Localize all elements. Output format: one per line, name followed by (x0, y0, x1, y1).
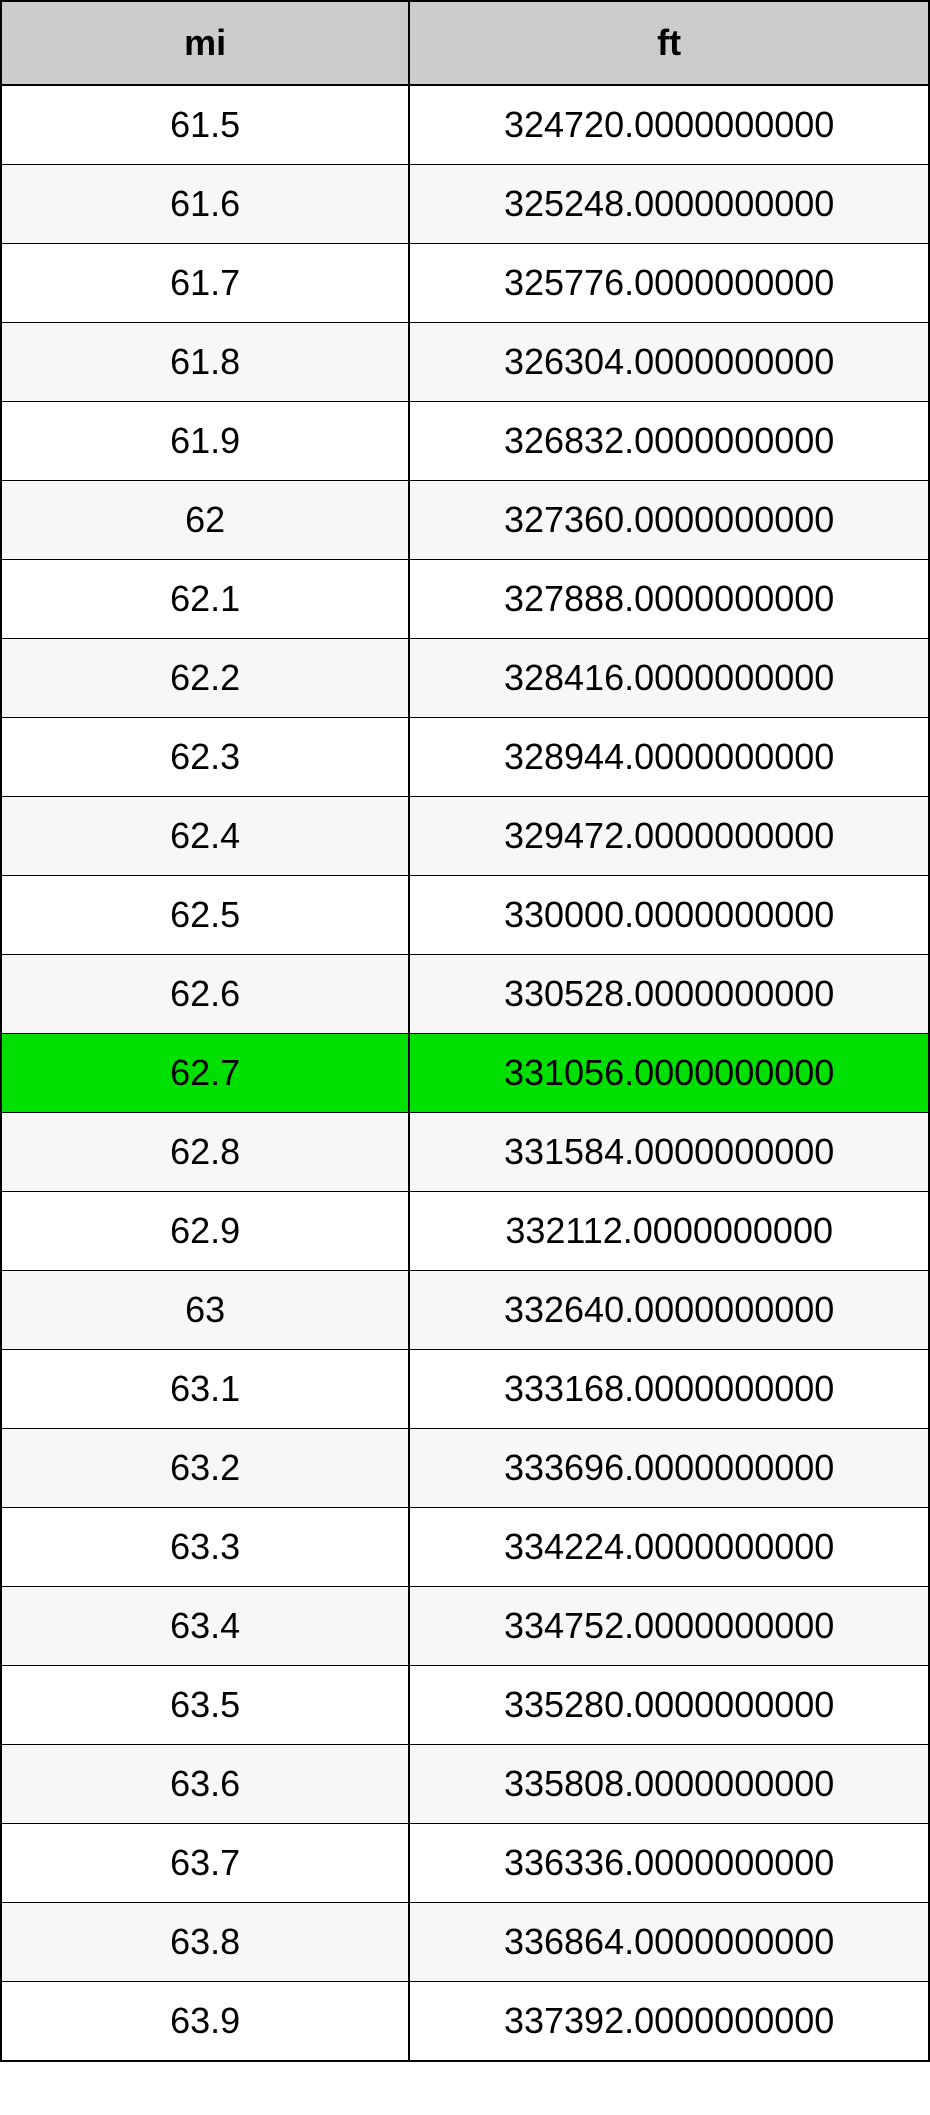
cell-ft: 334224.0000000000 (409, 1508, 929, 1587)
cell-ft: 330528.0000000000 (409, 955, 929, 1034)
cell-ft: 325776.0000000000 (409, 244, 929, 323)
cell-ft: 327360.0000000000 (409, 481, 929, 560)
column-header-ft: ft (409, 1, 929, 85)
table-row: 62.8331584.0000000000 (1, 1113, 929, 1192)
table-body: 61.5324720.000000000061.6325248.00000000… (1, 85, 929, 2061)
cell-mi: 63 (1, 1271, 409, 1350)
cell-mi: 61.8 (1, 323, 409, 402)
table-row: 63.4334752.0000000000 (1, 1587, 929, 1666)
table-row: 63.3334224.0000000000 (1, 1508, 929, 1587)
cell-ft: 325248.0000000000 (409, 165, 929, 244)
table-header-row: mi ft (1, 1, 929, 85)
cell-mi: 61.7 (1, 244, 409, 323)
cell-ft: 337392.0000000000 (409, 1982, 929, 2062)
cell-mi: 63.5 (1, 1666, 409, 1745)
cell-ft: 330000.0000000000 (409, 876, 929, 955)
cell-mi: 62.8 (1, 1113, 409, 1192)
cell-mi: 63.8 (1, 1903, 409, 1982)
cell-ft: 326832.0000000000 (409, 402, 929, 481)
cell-ft: 332640.0000000000 (409, 1271, 929, 1350)
cell-ft: 335280.0000000000 (409, 1666, 929, 1745)
table-row: 62.9332112.0000000000 (1, 1192, 929, 1271)
table-row: 63.1333168.0000000000 (1, 1350, 929, 1429)
table-row: 61.5324720.0000000000 (1, 85, 929, 165)
cell-ft: 331584.0000000000 (409, 1113, 929, 1192)
cell-mi: 63.9 (1, 1982, 409, 2062)
cell-mi: 63.4 (1, 1587, 409, 1666)
conversion-table: mi ft 61.5324720.000000000061.6325248.00… (0, 0, 930, 2062)
cell-mi: 62.2 (1, 639, 409, 718)
table-row: 62.2328416.0000000000 (1, 639, 929, 718)
cell-ft: 331056.0000000000 (409, 1034, 929, 1113)
cell-ft: 332112.0000000000 (409, 1192, 929, 1271)
cell-ft: 336864.0000000000 (409, 1903, 929, 1982)
cell-ft: 327888.0000000000 (409, 560, 929, 639)
column-header-mi: mi (1, 1, 409, 85)
cell-ft: 328944.0000000000 (409, 718, 929, 797)
cell-mi: 63.1 (1, 1350, 409, 1429)
cell-mi: 63.3 (1, 1508, 409, 1587)
table-row: 63.6335808.0000000000 (1, 1745, 929, 1824)
cell-mi: 61.6 (1, 165, 409, 244)
cell-mi: 63.6 (1, 1745, 409, 1824)
table-row: 62327360.0000000000 (1, 481, 929, 560)
cell-ft: 334752.0000000000 (409, 1587, 929, 1666)
cell-mi: 63.7 (1, 1824, 409, 1903)
cell-mi: 62.5 (1, 876, 409, 955)
table-row: 61.8326304.0000000000 (1, 323, 929, 402)
table-row: 63.7336336.0000000000 (1, 1824, 929, 1903)
cell-mi: 61.9 (1, 402, 409, 481)
cell-ft: 336336.0000000000 (409, 1824, 929, 1903)
cell-ft: 335808.0000000000 (409, 1745, 929, 1824)
table-row: 61.9326832.0000000000 (1, 402, 929, 481)
table-row: 62.1327888.0000000000 (1, 560, 929, 639)
cell-ft: 324720.0000000000 (409, 85, 929, 165)
table-row: 63332640.0000000000 (1, 1271, 929, 1350)
table-row: 61.6325248.0000000000 (1, 165, 929, 244)
cell-ft: 328416.0000000000 (409, 639, 929, 718)
cell-mi: 62.9 (1, 1192, 409, 1271)
cell-ft: 333696.0000000000 (409, 1429, 929, 1508)
cell-mi: 62.7 (1, 1034, 409, 1113)
table-row: 62.5330000.0000000000 (1, 876, 929, 955)
table-row: 61.7325776.0000000000 (1, 244, 929, 323)
table-row: 63.2333696.0000000000 (1, 1429, 929, 1508)
table-row: 62.4329472.0000000000 (1, 797, 929, 876)
cell-mi: 63.2 (1, 1429, 409, 1508)
cell-mi: 62.4 (1, 797, 409, 876)
table-row: 63.9337392.0000000000 (1, 1982, 929, 2062)
cell-ft: 326304.0000000000 (409, 323, 929, 402)
table-row: 63.5335280.0000000000 (1, 1666, 929, 1745)
cell-ft: 333168.0000000000 (409, 1350, 929, 1429)
table-row: 62.6330528.0000000000 (1, 955, 929, 1034)
cell-mi: 62.1 (1, 560, 409, 639)
cell-ft: 329472.0000000000 (409, 797, 929, 876)
cell-mi: 62.3 (1, 718, 409, 797)
table-row: 62.3328944.0000000000 (1, 718, 929, 797)
cell-mi: 62.6 (1, 955, 409, 1034)
cell-mi: 62 (1, 481, 409, 560)
table-row: 63.8336864.0000000000 (1, 1903, 929, 1982)
cell-mi: 61.5 (1, 85, 409, 165)
table-row: 62.7331056.0000000000 (1, 1034, 929, 1113)
